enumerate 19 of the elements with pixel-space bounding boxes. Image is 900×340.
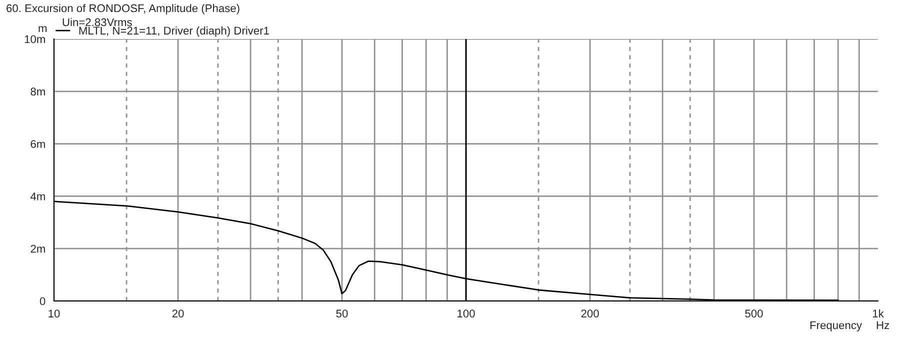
x-tick-label: 1k xyxy=(872,309,884,318)
y-tick-label: 6m xyxy=(30,140,45,148)
chart-subtitle: Uin=2.83Vrms xyxy=(62,18,132,26)
y-tick-label: 2m xyxy=(30,244,45,253)
x-tick-label: 20 xyxy=(172,310,184,318)
text: Hz xyxy=(876,321,890,330)
x-tick-label: 10 xyxy=(48,310,60,318)
x-tick-label: 200 xyxy=(581,310,599,318)
y-tick-label: 0 xyxy=(40,297,46,306)
x-tick-label: 50 xyxy=(336,310,348,318)
y-tick-label: 10m xyxy=(24,35,45,44)
x-axis-title: Frequency xyxy=(810,321,862,332)
x-tick-label: 500 xyxy=(745,310,763,318)
chart-title: 60. Excursion of RONDOSF, Amplitude (Phase) xyxy=(6,4,240,14)
y-axis-title: m xyxy=(38,26,47,32)
x-tick-label: 100 xyxy=(458,310,475,318)
legend-label: MLTL, N=21=11, Driver (diaph) Driver1 xyxy=(79,26,269,37)
y-tick-label: 8m xyxy=(30,88,45,96)
y-tick-label: 4m xyxy=(30,192,45,200)
